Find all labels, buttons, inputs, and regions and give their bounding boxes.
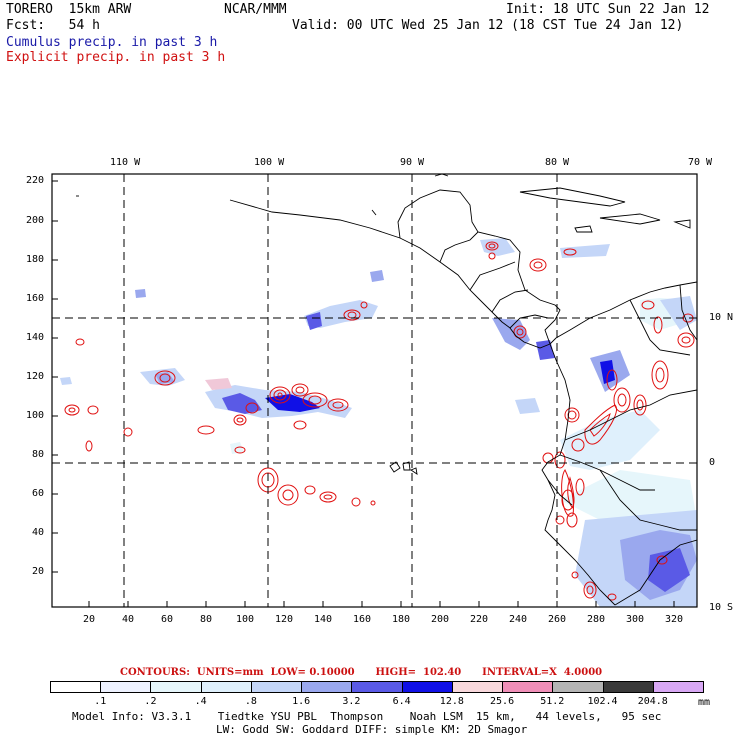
colorbar-swatch	[100, 681, 152, 693]
lat-label-10n: 10 N	[709, 312, 734, 323]
colorbar-label: .4	[194, 696, 207, 707]
y-tick-label: 40	[32, 527, 45, 538]
lon-label-110w: 110 W	[110, 157, 141, 168]
center-name: NCAR/MMM	[224, 2, 287, 17]
explicit-field-label: Explicit precip. in past 3 h	[6, 50, 226, 65]
colorbar-unit: mm	[698, 697, 711, 708]
valid-time: Valid: 00 UTC Wed 25 Jan 12 (18 CST Tue …	[292, 18, 684, 33]
cumulus-precip-areas	[60, 238, 697, 607]
x-tick-label: 140	[314, 614, 333, 625]
colorbar-swatch	[50, 681, 102, 693]
y-tick-label: 20	[32, 566, 45, 577]
colorbar-swatch	[552, 681, 604, 693]
x-tick-label: 220	[470, 614, 489, 625]
colorbar-swatch	[451, 681, 504, 693]
y-tick-label: 120	[26, 371, 45, 382]
coastlines	[76, 174, 697, 606]
y-tick-label: 160	[26, 293, 45, 304]
lon-label-90w: 90 W	[400, 157, 425, 168]
model-title: TORERO 15km ARW	[6, 2, 132, 17]
colorbar-label: 102.4	[587, 696, 618, 707]
colorbar-swatch	[301, 681, 353, 693]
colorbar-swatch	[652, 681, 704, 693]
x-tick-label: 100	[236, 614, 255, 625]
axis-ticks	[52, 180, 675, 607]
colorbar-label: 3.2	[342, 696, 361, 707]
x-tick-label: 240	[509, 614, 528, 625]
x-tick-label: 200	[431, 614, 450, 625]
lon-label-70w: 70 W	[688, 157, 713, 168]
x-tick-label: 20	[83, 614, 96, 625]
lat-lon-grid	[52, 174, 697, 607]
map-frame	[51, 173, 698, 608]
y-tick-label: 80	[32, 449, 45, 460]
x-tick-label: 160	[353, 614, 372, 625]
colorbar-label: 25.6	[490, 696, 515, 707]
colorbar-swatch	[602, 681, 654, 693]
x-tick-label: 60	[161, 614, 174, 625]
colorbar-label: 204.8	[637, 696, 668, 707]
y-tick-label: 180	[26, 254, 45, 265]
colorbar-label: .8	[244, 696, 257, 707]
x-tick-label: 80	[200, 614, 213, 625]
x-tick-label: 300	[626, 614, 645, 625]
colorbar-swatch	[401, 681, 453, 693]
init-time: Init: 18 UTC Sun 22 Jan 12	[506, 2, 710, 17]
colorbar-swatch	[351, 681, 403, 693]
colorbar-label: 12.8	[439, 696, 464, 707]
y-tick-label: 140	[26, 332, 45, 343]
y-tick-label: 60	[32, 488, 45, 499]
model-info-line1: Model Info: V3.3.1 Tiedtke YSU PBL Thomp…	[72, 710, 662, 723]
x-tick-label: 40	[122, 614, 135, 625]
colorbar-swatch	[502, 681, 554, 693]
colorbar-swatch	[200, 681, 252, 693]
lon-label-100w: 100 W	[254, 157, 285, 168]
colorbar-label: 6.4	[392, 696, 411, 707]
lat-label-10s: 10 S	[709, 602, 734, 613]
lat-label-0: 0	[709, 457, 716, 468]
x-tick-label: 280	[587, 614, 606, 625]
colorbar-label: 1.6	[292, 696, 311, 707]
colorbar-label: .2	[144, 696, 157, 707]
forecast-hour: Fcst: 54 h	[6, 18, 100, 33]
contours-info: CONTOURS: UNITS=mm LOW= 0.10000 HIGH= 10…	[120, 667, 603, 678]
colorbar-swatch	[150, 681, 202, 693]
model-info-line2: LW: Godd SW: Goddard DIFF: simple KM: 2D…	[216, 723, 528, 736]
x-tick-label: 180	[392, 614, 411, 625]
colorbar-label: 51.2	[540, 696, 565, 707]
lon-label-80w: 80 W	[545, 157, 570, 168]
y-tick-label: 200	[26, 215, 45, 226]
x-tick-label: 120	[275, 614, 294, 625]
y-tick-label: 220	[26, 175, 45, 186]
colorbar-swatch	[250, 681, 303, 693]
y-tick-label: 100	[26, 410, 45, 421]
cumulus-field-label: Cumulus precip. in past 3 h	[6, 35, 218, 50]
x-tick-label: 320	[665, 614, 684, 625]
x-tick-label: 260	[548, 614, 567, 625]
colorbar-label: .1	[94, 696, 107, 707]
